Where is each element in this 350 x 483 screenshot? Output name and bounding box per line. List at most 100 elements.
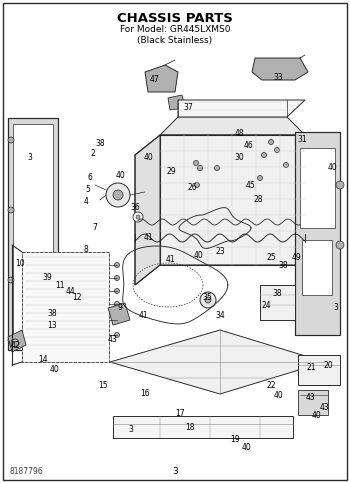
Text: 28: 28 <box>253 196 263 204</box>
Text: 40: 40 <box>143 153 153 161</box>
Bar <box>160 135 305 265</box>
Circle shape <box>136 215 140 219</box>
Circle shape <box>11 339 19 347</box>
Text: 4: 4 <box>84 198 89 207</box>
Circle shape <box>205 297 211 303</box>
Text: 25: 25 <box>266 254 276 262</box>
Circle shape <box>195 183 200 187</box>
Text: 40: 40 <box>328 162 338 171</box>
Text: 36: 36 <box>130 202 140 212</box>
Circle shape <box>114 301 119 307</box>
Circle shape <box>133 212 143 222</box>
Text: 3: 3 <box>28 154 33 162</box>
Text: 40: 40 <box>193 251 203 259</box>
Text: 9: 9 <box>118 303 122 313</box>
Bar <box>298 355 340 385</box>
Text: 40: 40 <box>116 170 126 180</box>
Polygon shape <box>252 58 308 80</box>
Text: 40: 40 <box>242 442 252 452</box>
Bar <box>8 118 58 350</box>
Bar <box>300 148 335 228</box>
Text: 26: 26 <box>187 184 197 193</box>
Bar <box>260 285 295 320</box>
Text: 20: 20 <box>323 360 333 369</box>
Circle shape <box>106 183 130 207</box>
Text: 40: 40 <box>274 390 284 399</box>
Text: For Model: GR445LXMS0: For Model: GR445LXMS0 <box>120 26 230 34</box>
Text: 41: 41 <box>138 311 148 319</box>
Text: 19: 19 <box>230 436 240 444</box>
Text: 48: 48 <box>234 128 244 138</box>
Circle shape <box>8 337 14 343</box>
Text: 43: 43 <box>306 394 316 402</box>
Text: 46: 46 <box>244 142 254 151</box>
Circle shape <box>113 190 123 200</box>
Text: 13: 13 <box>47 321 57 329</box>
Text: 38: 38 <box>95 139 105 147</box>
Polygon shape <box>305 135 320 280</box>
Text: 14: 14 <box>38 355 48 365</box>
Circle shape <box>261 153 266 157</box>
Text: 10: 10 <box>15 258 25 268</box>
Polygon shape <box>135 135 160 285</box>
Text: 3: 3 <box>172 468 178 477</box>
Text: 41: 41 <box>165 256 175 265</box>
Circle shape <box>114 262 119 268</box>
Text: 40: 40 <box>311 411 321 420</box>
Polygon shape <box>160 117 305 135</box>
Polygon shape <box>110 330 325 394</box>
Polygon shape <box>145 65 178 92</box>
Bar <box>22 252 109 362</box>
Text: 38: 38 <box>47 309 57 317</box>
Polygon shape <box>108 303 130 325</box>
Bar <box>302 240 332 295</box>
Text: 34: 34 <box>215 311 225 319</box>
Text: 3: 3 <box>334 303 338 313</box>
Text: 23: 23 <box>215 247 225 256</box>
Text: 5: 5 <box>85 185 90 195</box>
Text: 49: 49 <box>292 254 302 262</box>
Text: 17: 17 <box>175 409 185 417</box>
Text: 42: 42 <box>10 341 20 350</box>
Bar <box>13 124 53 344</box>
Text: CHASSIS PARTS: CHASSIS PARTS <box>117 12 233 25</box>
Circle shape <box>8 207 14 213</box>
Text: 2: 2 <box>91 148 95 157</box>
Polygon shape <box>8 118 58 350</box>
Polygon shape <box>168 95 185 110</box>
Circle shape <box>114 332 119 338</box>
Text: 43: 43 <box>107 336 117 344</box>
Text: 41: 41 <box>143 233 153 242</box>
Circle shape <box>284 162 288 168</box>
Text: 43: 43 <box>320 403 330 412</box>
Text: (Black Stainless): (Black Stainless) <box>138 35 212 44</box>
Text: 33: 33 <box>273 73 283 83</box>
Text: 8187796: 8187796 <box>10 468 44 477</box>
Text: 47: 47 <box>150 75 160 85</box>
Circle shape <box>268 140 273 144</box>
Text: 30: 30 <box>234 154 244 162</box>
Circle shape <box>8 137 14 143</box>
Circle shape <box>114 288 119 294</box>
Bar <box>22 252 109 362</box>
Circle shape <box>336 241 344 249</box>
Text: 6: 6 <box>88 173 92 183</box>
Circle shape <box>274 147 280 153</box>
Circle shape <box>200 292 216 308</box>
Text: 29: 29 <box>166 168 176 176</box>
Circle shape <box>114 275 119 281</box>
Polygon shape <box>178 100 305 117</box>
Text: 40: 40 <box>50 366 60 374</box>
Circle shape <box>336 181 344 189</box>
Circle shape <box>8 277 14 283</box>
Text: 45: 45 <box>246 181 256 189</box>
Text: 21: 21 <box>306 364 316 372</box>
Text: 15: 15 <box>98 381 108 389</box>
Text: 31: 31 <box>297 136 307 144</box>
Bar <box>113 416 293 438</box>
Text: 16: 16 <box>140 388 150 398</box>
Circle shape <box>197 166 203 170</box>
Bar <box>295 132 340 335</box>
Text: 39: 39 <box>42 273 52 283</box>
Text: 18: 18 <box>185 423 195 431</box>
